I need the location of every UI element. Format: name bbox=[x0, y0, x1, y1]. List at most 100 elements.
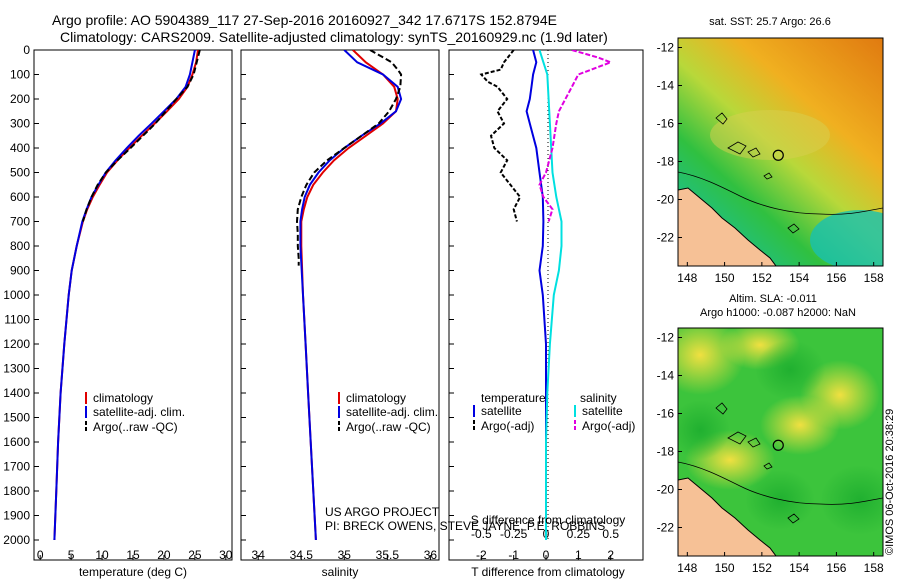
y-tick-label: 1600 bbox=[3, 435, 30, 449]
lon-tick-label: 156 bbox=[826, 561, 846, 575]
x-tick-label: 25 bbox=[188, 548, 202, 562]
lat-tick-label: -14 bbox=[657, 369, 675, 383]
sla-map-field bbox=[678, 328, 883, 556]
difference-top-xlabel: S difference from climatology bbox=[471, 513, 626, 527]
lat-tick-label: -16 bbox=[657, 407, 675, 421]
lat-tick-label: -12 bbox=[657, 331, 675, 345]
y-tick-label: 1300 bbox=[3, 362, 30, 376]
x-tick-label: 2 bbox=[607, 548, 614, 562]
legend-title-temperature: temperature bbox=[481, 391, 546, 405]
series-line-satellite-adj-clim- bbox=[299, 50, 403, 541]
y-tick-label: 600 bbox=[10, 190, 30, 204]
y-tick-label: 1800 bbox=[3, 484, 30, 498]
sla-map-lat-ticks: -12 -14 -16 -18 -20 -22 bbox=[657, 331, 682, 535]
argo-float-marker bbox=[772, 439, 784, 451]
x-tick-label: 15 bbox=[126, 548, 140, 562]
x-tick-label: 30 bbox=[219, 548, 233, 562]
lon-tick-label: 152 bbox=[752, 561, 772, 575]
temperature-xlabel: temperature (deg C) bbox=[79, 565, 187, 579]
y-tick-label: 300 bbox=[10, 117, 30, 131]
y-tick-label: 1700 bbox=[3, 460, 30, 474]
top-tick-label: 0.5 bbox=[602, 527, 619, 541]
sla-map-title: Altim. SLA: -0.011 bbox=[729, 293, 817, 305]
legend-climatology: climatology bbox=[346, 391, 406, 405]
y-tick-label: 1100 bbox=[4, 313, 30, 327]
lat-tick-label: -14 bbox=[657, 79, 675, 93]
x-tick-label: 0 bbox=[37, 548, 44, 562]
sst-map-panel: sat. SST: 25.7 Argo: 26.6 148 150 152 154 15… bbox=[657, 16, 884, 285]
y-tick-label: 1500 bbox=[3, 411, 30, 425]
legend-sal-argo: Argo(-adj) bbox=[582, 419, 635, 433]
y-tick-label: 200 bbox=[10, 92, 30, 106]
temperature-lines bbox=[53, 50, 201, 541]
legend-argo: Argo(..raw -QC) bbox=[346, 420, 431, 434]
x-tick-label: 10 bbox=[95, 548, 109, 562]
lon-tick-label: 150 bbox=[715, 561, 735, 575]
sla-map-subtitle: Argo h1000: -0.087 h2000: NaN bbox=[700, 307, 856, 319]
legend-temp-satellite: satellite bbox=[481, 404, 522, 418]
series-line-salinity-satellite bbox=[538, 50, 563, 540]
difference-legend: temperature salinity satellite Argo(-adj… bbox=[473, 391, 635, 433]
series-line-temperature-satellite bbox=[525, 50, 547, 540]
series-line-argo-raw-qc- bbox=[81, 50, 201, 222]
sla-map-lon-ticks: 148 150 152 154 156 158 bbox=[677, 552, 884, 575]
lat-tick-label: -18 bbox=[657, 445, 675, 459]
series-line-salinity-argo-adj- bbox=[538, 50, 614, 222]
reef-contour bbox=[678, 461, 883, 505]
difference-panel: -2 -1 0 1 2 -0.5 -0.25 0 0.25 0.5 temperature sa… bbox=[448, 49, 644, 579]
temperature-axes bbox=[33, 49, 233, 561]
y-tick-label: 400 bbox=[10, 141, 30, 155]
lat-tick-label: -22 bbox=[657, 231, 675, 245]
lon-tick-label: 158 bbox=[864, 561, 884, 575]
y-tick-label: 2000 bbox=[3, 533, 30, 547]
reef-contour bbox=[678, 171, 883, 215]
y-tick-label: 1400 bbox=[3, 386, 30, 400]
lon-tick-label: 152 bbox=[752, 271, 772, 285]
salinity-panel: 34 34.5 35 35.5 36 climatology satellite-adj… bbox=[240, 49, 605, 579]
project-line-1: US ARGO PROJECT bbox=[325, 505, 440, 519]
reef-islands bbox=[715, 402, 800, 524]
x-tick-label: 34.5 bbox=[290, 548, 314, 562]
sst-map-axes bbox=[677, 37, 884, 267]
y-tick-label: 700 bbox=[10, 215, 30, 229]
top-tick-label: -0.5 bbox=[471, 527, 492, 541]
x-tick-label: -1 bbox=[508, 548, 519, 562]
legend-sal-satellite: satellite bbox=[582, 404, 623, 418]
sla-map-panel: Altim. SLA: -0.011 Argo h1000: -0.087 h2… bbox=[657, 293, 884, 575]
series-line-temperature-argo-adj- bbox=[479, 50, 522, 222]
lon-tick-label: 154 bbox=[789, 561, 809, 575]
land-mass bbox=[678, 187, 777, 266]
imos-timestamp: ©IMOS 06-Oct-2016 20:38:29 bbox=[884, 409, 896, 555]
argo-float-marker bbox=[772, 149, 784, 161]
land-mass bbox=[678, 477, 777, 556]
salinity-difference-tick-labels: -0.5 -0.25 0 0.25 0.5 bbox=[471, 527, 619, 541]
legend-climatology: climatology bbox=[93, 391, 153, 405]
temperature-legend: climatology satellite-adj. clim. Argo(..… bbox=[85, 391, 185, 434]
difference-lines bbox=[479, 50, 614, 540]
depth-tick-labels: 0 100 200 300 400 500 600 700 800 900 1000 1100 1200… bbox=[3, 43, 454, 547]
lon-tick-label: 156 bbox=[826, 271, 846, 285]
x-tick-label: -2 bbox=[476, 548, 487, 562]
y-tick-label: 800 bbox=[10, 239, 30, 253]
sst-map-lat-ticks: -12 -14 -16 -18 -20 -22 bbox=[657, 41, 682, 245]
difference-tick-labels: -2 -1 0 1 2 bbox=[476, 548, 614, 562]
salinity-lines bbox=[295, 50, 403, 541]
x-tick-label: 35 bbox=[338, 548, 352, 562]
y-tick-label: 1000 bbox=[3, 288, 30, 302]
salinity-legend: climatology satellite-adj. clim. Argo(..… bbox=[338, 391, 438, 434]
series-line-argo-raw-qc- bbox=[295, 50, 403, 266]
title-line-2: Climatology: CARS2009. Satellite-adjuste… bbox=[60, 29, 608, 45]
y-tick-label: 100 bbox=[10, 68, 30, 82]
sla-map-axes bbox=[677, 327, 884, 557]
lon-tick-label: 158 bbox=[864, 271, 884, 285]
y-tick-label: 500 bbox=[10, 166, 30, 180]
lat-tick-label: -18 bbox=[657, 155, 675, 169]
series-line-satellite-adj-clim- bbox=[53, 50, 196, 541]
x-tick-label: 1 bbox=[575, 548, 582, 562]
temperature-panel: 0100200300400500600700800900100011001200… bbox=[3, 43, 454, 579]
lon-tick-label: 154 bbox=[789, 271, 809, 285]
x-tick-label: 34 bbox=[252, 548, 266, 562]
y-tick-label: 0 bbox=[23, 43, 30, 57]
difference-xlabel: T difference from climatology bbox=[471, 565, 625, 579]
